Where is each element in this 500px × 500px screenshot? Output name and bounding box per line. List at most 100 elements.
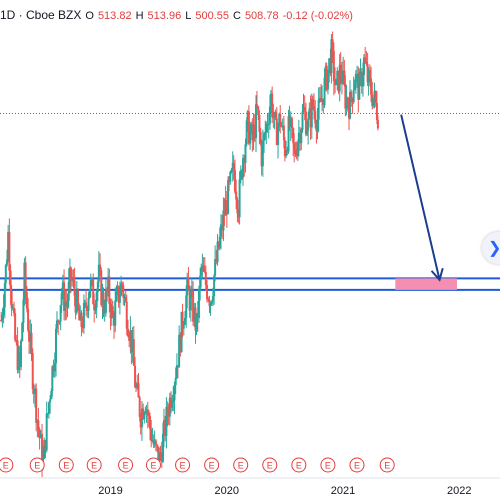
candle xyxy=(297,119,300,157)
candle-body xyxy=(148,415,151,417)
candle-body xyxy=(245,120,248,145)
target-zone[interactable] xyxy=(395,278,457,290)
earnings-marker[interactable]: E xyxy=(58,457,74,473)
candle-body xyxy=(279,113,282,126)
candle xyxy=(118,281,121,315)
candle xyxy=(216,234,219,266)
earnings-marker[interactable]: E xyxy=(349,457,365,473)
candle xyxy=(23,257,26,306)
candle-body xyxy=(52,366,55,372)
candle xyxy=(181,303,184,338)
candle-body xyxy=(140,408,143,428)
candle xyxy=(74,290,77,320)
candle xyxy=(211,287,214,306)
candle-body xyxy=(44,440,47,451)
candle-body xyxy=(27,308,30,331)
candle-body xyxy=(181,311,184,329)
candle-body xyxy=(55,320,58,329)
low-label: L xyxy=(185,10,192,22)
scroll-right-button[interactable]: ❯ xyxy=(482,232,500,264)
candle-body xyxy=(99,264,102,271)
candle-body xyxy=(237,213,240,218)
candle xyxy=(47,401,50,419)
candle xyxy=(59,304,62,331)
candle xyxy=(307,111,310,145)
candle-body xyxy=(120,283,123,296)
candle-body xyxy=(235,191,238,200)
earnings-marker[interactable]: E xyxy=(29,457,45,473)
candle-body xyxy=(121,283,124,286)
candle-body xyxy=(261,140,264,167)
candle-body xyxy=(166,407,169,416)
candle xyxy=(196,301,199,333)
candle xyxy=(229,170,232,185)
candle-body xyxy=(346,97,349,106)
candle xyxy=(71,269,74,287)
candle xyxy=(309,95,312,140)
earnings-marker[interactable]: E xyxy=(379,457,395,473)
candle-body xyxy=(367,70,370,83)
candle xyxy=(104,278,107,317)
candle-body xyxy=(309,108,312,128)
candle-body xyxy=(316,119,319,132)
candle xyxy=(362,54,365,87)
candle-body xyxy=(179,334,182,353)
candle-body xyxy=(171,402,174,408)
candle xyxy=(360,68,363,94)
candle-body xyxy=(238,179,241,218)
candle xyxy=(267,112,270,139)
candle-body xyxy=(104,288,107,313)
earnings-marker[interactable]: E xyxy=(0,457,14,473)
candle-body xyxy=(118,295,121,303)
candle-body xyxy=(4,264,7,284)
candle-body xyxy=(160,453,163,462)
candle xyxy=(237,208,240,224)
candle-body xyxy=(187,277,190,290)
earnings-marker[interactable]: E xyxy=(320,457,336,473)
candle-body xyxy=(87,298,90,311)
earnings-marker[interactable]: E xyxy=(291,457,307,473)
close-label: C xyxy=(232,10,241,22)
candle-body xyxy=(243,158,246,164)
earnings-marker[interactable]: E xyxy=(204,457,220,473)
earnings-marker[interactable]: E xyxy=(233,457,249,473)
earnings-marker[interactable]: E xyxy=(118,457,134,473)
earnings-marker[interactable]: E xyxy=(145,457,161,473)
x-tick-label: 2021 xyxy=(331,485,355,497)
candle-body xyxy=(186,277,189,296)
candle xyxy=(49,395,52,414)
candle-body xyxy=(272,117,275,119)
candle-body xyxy=(116,286,119,292)
candle xyxy=(249,121,252,150)
candle-body xyxy=(178,334,181,368)
candle-body xyxy=(228,180,231,182)
earnings-marker[interactable]: E xyxy=(175,457,191,473)
candle xyxy=(261,129,264,177)
candle-body xyxy=(32,389,35,394)
candle xyxy=(281,118,284,131)
candle-body xyxy=(58,321,61,323)
earnings-marker[interactable]: E xyxy=(86,457,102,473)
candle xyxy=(200,263,203,288)
candle-body xyxy=(172,400,175,403)
earnings-label: E xyxy=(63,461,69,471)
candle-body xyxy=(164,420,167,436)
candle xyxy=(253,114,256,143)
candle-body xyxy=(117,286,120,303)
earnings-label: E xyxy=(34,461,40,471)
candle xyxy=(300,127,303,151)
earnings-circle xyxy=(29,457,45,473)
candle-body xyxy=(213,275,216,297)
candle-body xyxy=(294,149,297,154)
candle-body xyxy=(286,149,289,152)
candle-body xyxy=(263,133,266,141)
earnings-marker[interactable]: E xyxy=(262,457,278,473)
forecast-arrow[interactable] xyxy=(400,114,444,282)
candle xyxy=(317,87,320,133)
candle-body xyxy=(197,288,200,318)
candle xyxy=(2,294,5,324)
candle xyxy=(285,140,288,159)
